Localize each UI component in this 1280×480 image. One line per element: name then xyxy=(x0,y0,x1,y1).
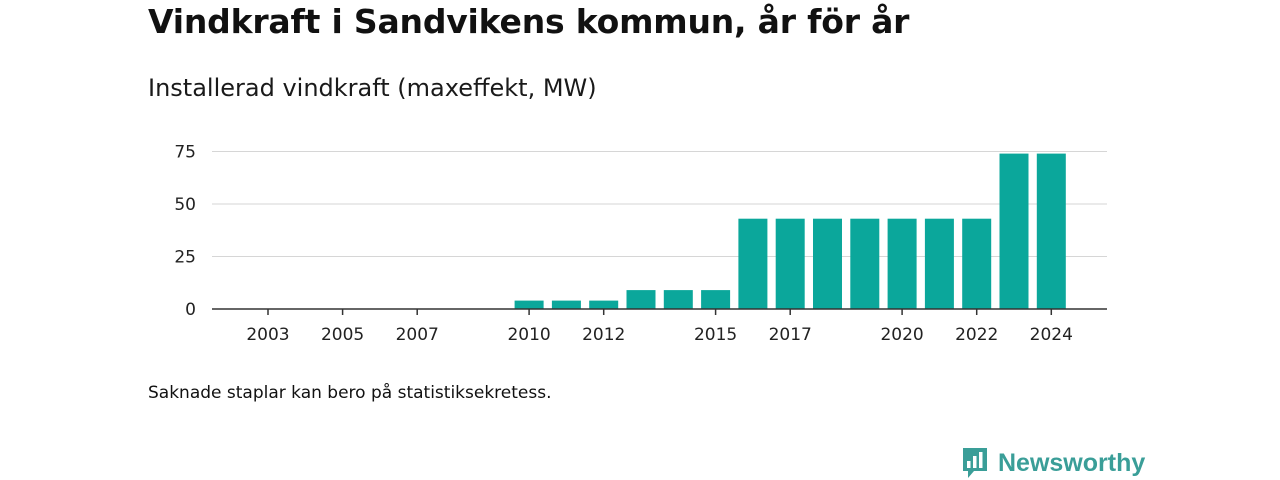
x-tick-label: 2020 xyxy=(880,325,923,345)
y-tick-label: 50 xyxy=(174,195,196,215)
bar xyxy=(962,218,992,309)
bar xyxy=(887,218,917,309)
bar xyxy=(551,300,581,309)
y-tick-label: 0 xyxy=(185,300,196,320)
x-tick-label: 2024 xyxy=(1030,325,1073,345)
x-tick-label: 2022 xyxy=(955,325,998,345)
x-tick-label: 2017 xyxy=(769,325,812,345)
newsworthy-logo-icon xyxy=(963,448,987,478)
bar xyxy=(738,218,768,309)
x-tick-label: 2003 xyxy=(246,325,289,345)
bar xyxy=(663,290,693,309)
bars xyxy=(514,153,1066,309)
brand: Newsworthy xyxy=(961,446,1145,480)
bar xyxy=(924,218,954,309)
bar xyxy=(850,218,880,309)
gridlines xyxy=(212,151,1107,257)
x-tick-label: 2010 xyxy=(507,325,550,345)
bar xyxy=(775,218,805,309)
bar xyxy=(701,290,731,309)
bar xyxy=(514,300,544,309)
brand-name: Newsworthy xyxy=(998,448,1146,477)
bar xyxy=(813,218,842,309)
x-tick-label: 2012 xyxy=(582,325,625,345)
y-tick-label: 25 xyxy=(174,248,196,268)
bar xyxy=(626,290,656,309)
bar xyxy=(999,153,1029,309)
bar xyxy=(589,300,619,309)
axes: 0 25 50 75 2003 2005 2007 2010 2012 2015 2017 2020 2… xyxy=(174,143,1107,345)
footnote: Saknade staplar kan bero på statistiksek… xyxy=(148,383,552,403)
x-tick-label: 2007 xyxy=(396,325,439,345)
bar xyxy=(1036,153,1066,309)
chart-subtitle: Installerad vindkraft (maxeffekt, MW) xyxy=(148,74,597,102)
x-tick-label: 2005 xyxy=(321,325,364,345)
y-tick-label: 75 xyxy=(174,143,196,163)
x-tick-label: 2015 xyxy=(694,325,737,345)
chart-title: Vindkraft i Sandvikens kommun, år för år xyxy=(148,2,910,41)
